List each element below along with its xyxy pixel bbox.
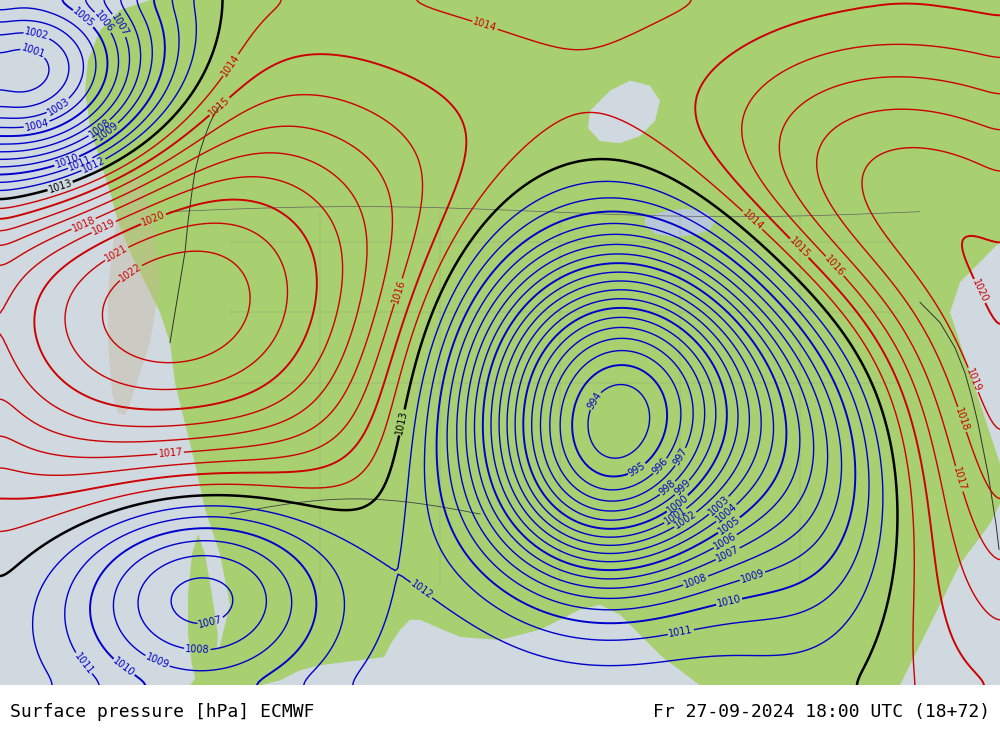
Text: 1016: 1016	[390, 278, 407, 304]
Text: 1009: 1009	[95, 120, 121, 143]
Text: 1006: 1006	[92, 10, 115, 34]
Text: 1012: 1012	[408, 579, 434, 601]
Text: 1017: 1017	[951, 465, 967, 492]
Text: 1013: 1013	[47, 177, 73, 195]
Text: 996: 996	[650, 456, 670, 476]
Text: 1012: 1012	[80, 155, 107, 175]
Text: 1005: 1005	[716, 514, 742, 537]
Text: 1010: 1010	[111, 656, 137, 679]
Text: 1018: 1018	[953, 406, 971, 432]
Polygon shape	[260, 594, 430, 685]
Text: 1015: 1015	[787, 236, 812, 260]
Polygon shape	[108, 172, 160, 415]
Text: 1003: 1003	[707, 494, 732, 517]
Polygon shape	[370, 610, 700, 685]
Text: 1004: 1004	[714, 501, 739, 525]
Text: 1014: 1014	[472, 17, 498, 34]
Text: 1001: 1001	[20, 43, 47, 60]
Text: 1007: 1007	[714, 544, 741, 564]
Text: 1008: 1008	[87, 117, 112, 140]
Text: 1007: 1007	[198, 615, 224, 630]
Text: 994: 994	[586, 390, 604, 411]
Text: 1022: 1022	[117, 261, 143, 284]
Text: 1020: 1020	[970, 278, 989, 304]
Text: 1015: 1015	[207, 95, 232, 118]
Polygon shape	[85, 0, 1000, 685]
Text: 1005: 1005	[71, 7, 96, 30]
Text: Fr 27-09-2024 18:00 UTC (18+72): Fr 27-09-2024 18:00 UTC (18+72)	[653, 702, 990, 721]
Text: 1008: 1008	[682, 572, 709, 589]
Text: 1000: 1000	[665, 493, 690, 515]
Polygon shape	[645, 209, 715, 237]
Text: 995: 995	[627, 460, 648, 479]
Text: 1010: 1010	[716, 594, 742, 609]
Text: 1018: 1018	[70, 214, 97, 233]
Text: 1016: 1016	[823, 254, 847, 279]
Text: 1019: 1019	[964, 366, 983, 393]
Polygon shape	[0, 451, 190, 685]
Text: 1004: 1004	[24, 117, 50, 133]
Polygon shape	[900, 504, 1000, 685]
Text: 1011: 1011	[668, 625, 694, 639]
Text: 997: 997	[672, 446, 690, 468]
Text: Surface pressure [hPa] ECMWF: Surface pressure [hPa] ECMWF	[10, 702, 314, 721]
Text: 1008: 1008	[185, 644, 210, 655]
Text: 1002: 1002	[24, 26, 50, 42]
Text: 1006: 1006	[712, 531, 738, 552]
Text: 1014: 1014	[740, 208, 765, 232]
Text: 1003: 1003	[45, 95, 71, 117]
Text: 1011: 1011	[67, 154, 93, 173]
Text: 999: 999	[672, 478, 692, 498]
Text: 1007: 1007	[109, 12, 130, 38]
Text: 1013: 1013	[394, 410, 409, 435]
Text: 1010: 1010	[54, 152, 80, 170]
Text: 1017: 1017	[158, 447, 183, 459]
Text: 1009: 1009	[144, 652, 170, 671]
Text: 998: 998	[658, 479, 678, 498]
Text: 1002: 1002	[673, 509, 699, 531]
Text: 1019: 1019	[90, 217, 117, 237]
Text: 1009: 1009	[739, 567, 766, 585]
Text: 1001: 1001	[663, 505, 689, 527]
Text: 1011: 1011	[72, 651, 95, 677]
Text: 1014: 1014	[220, 52, 242, 78]
Polygon shape	[588, 81, 660, 143]
Polygon shape	[188, 534, 218, 685]
Text: 1020: 1020	[140, 210, 167, 228]
Text: 1021: 1021	[103, 243, 130, 264]
